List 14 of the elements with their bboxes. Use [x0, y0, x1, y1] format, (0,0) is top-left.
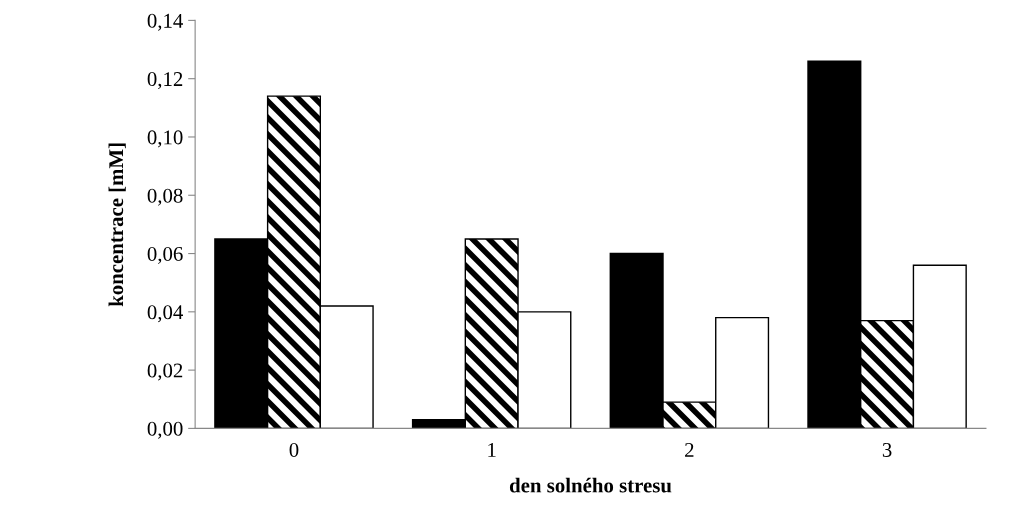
x-tick-label: 2: [685, 442, 694, 457]
y-tick-label: 0,08: [147, 188, 183, 206]
x-tick-label: 3: [882, 442, 892, 457]
y-tick-label: 0,06: [147, 246, 183, 264]
y-tick-label: 0,10: [147, 130, 183, 148]
y-tick-label: 0,12: [147, 72, 183, 90]
y-tick-label: 0,02: [147, 363, 183, 381]
x-axis-title: den solného stresu: [509, 477, 672, 493]
y-tick-label: 0,00: [147, 421, 183, 439]
y-axis-title: koncentrace [mM]: [108, 143, 126, 307]
x-tick-label: 0: [289, 442, 299, 457]
y-tick-label: 0,14: [147, 13, 183, 31]
x-tick-label: 1: [488, 442, 496, 457]
y-tick-label: 0,04: [147, 305, 183, 323]
